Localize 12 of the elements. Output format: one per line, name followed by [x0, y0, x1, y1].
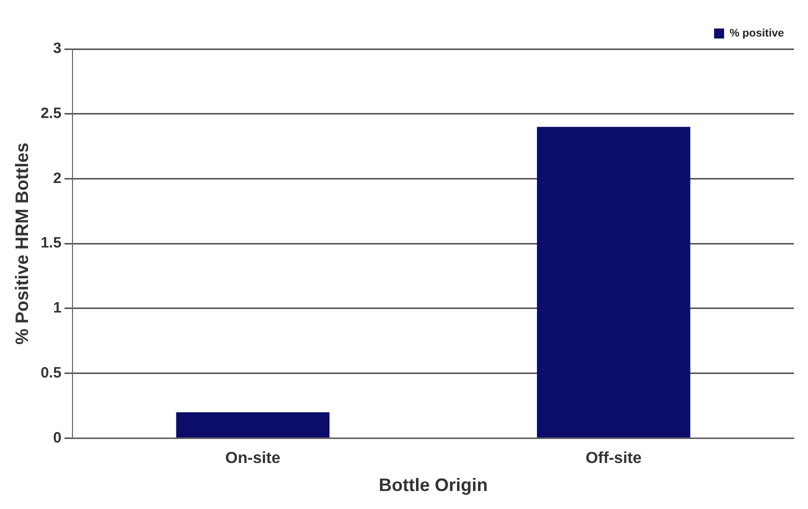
- y-tick-label: 0.5: [40, 364, 62, 382]
- legend-label: % positive: [730, 28, 784, 40]
- x-tick-label: On-site: [225, 450, 280, 468]
- x-tick-label: Off-site: [586, 450, 642, 468]
- y-tick-label: 1.5: [40, 234, 62, 252]
- y-axis-title: % Positive HRM Bottles: [12, 142, 32, 345]
- y-tick-label: 2.5: [40, 105, 62, 122]
- x-axis-title: Bottle Origin: [378, 475, 488, 496]
- y-tick-label: 3: [53, 40, 62, 58]
- y-tick-label: 1: [53, 300, 62, 317]
- y-tick-label: 2: [53, 170, 62, 187]
- y-tick-label: 0: [53, 429, 62, 446]
